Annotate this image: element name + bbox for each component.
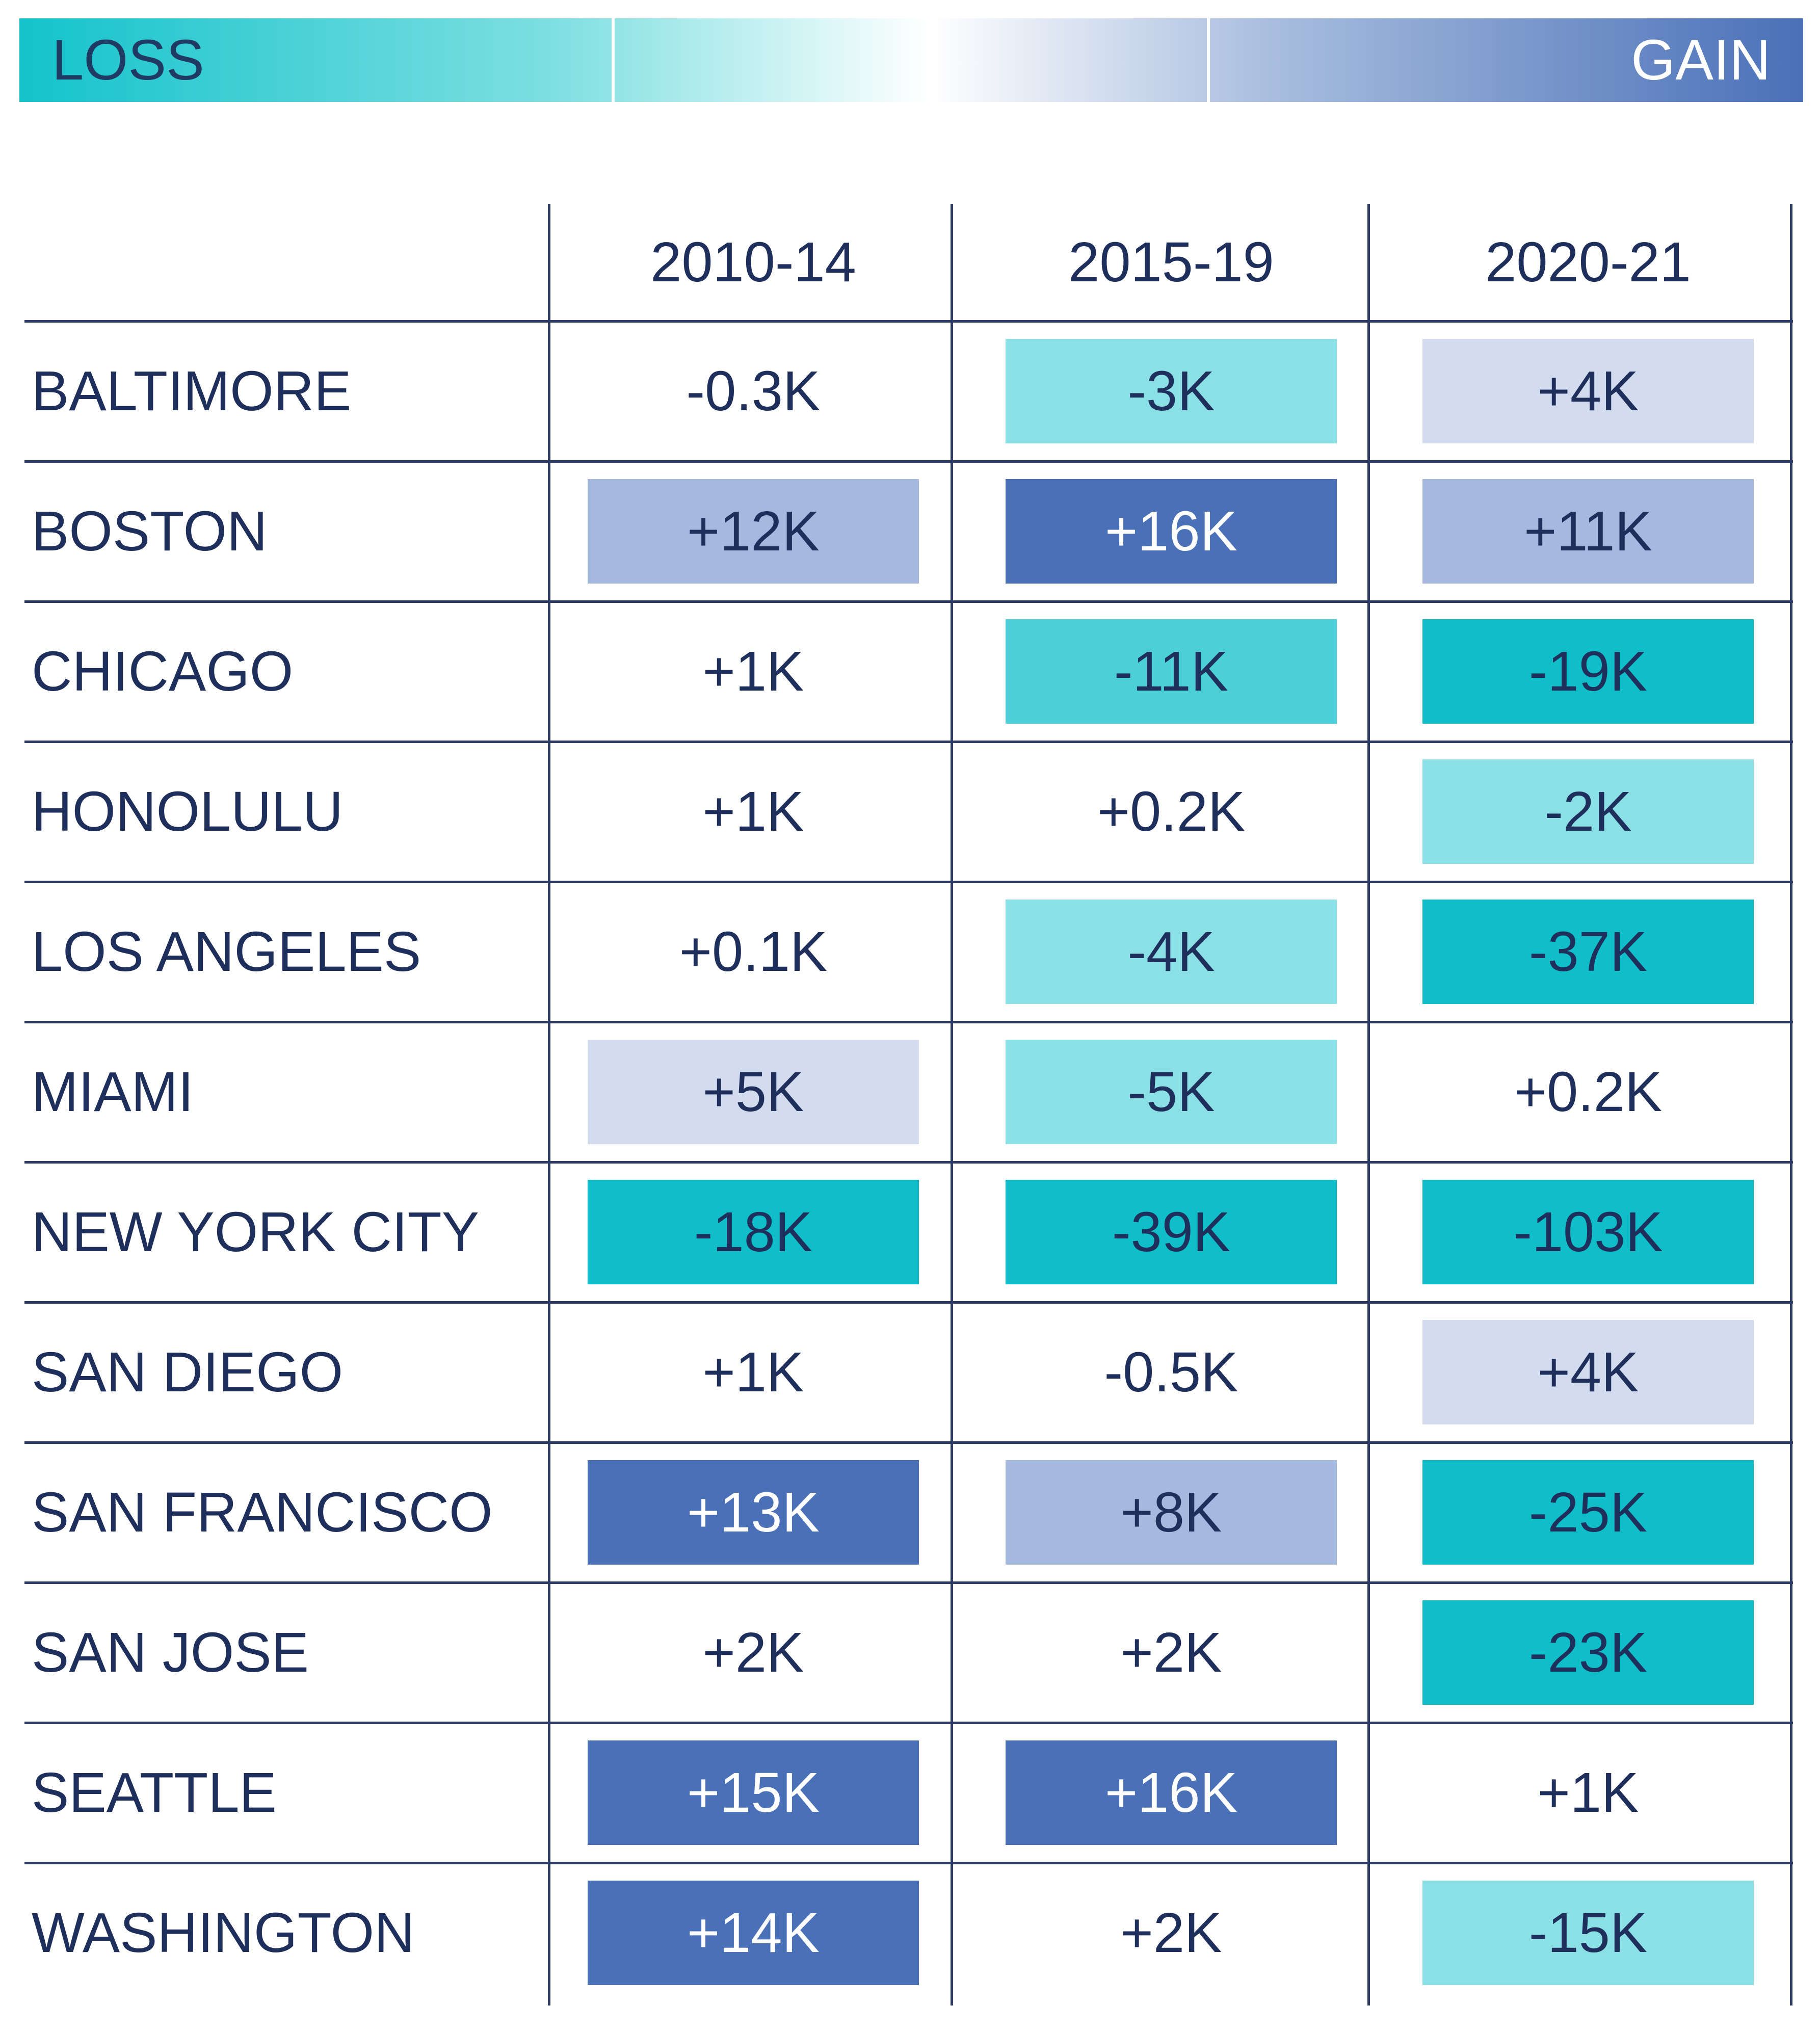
table-cell: +1K (588, 619, 919, 724)
table-cell: +13K (588, 1460, 919, 1565)
table-cell: -18K (588, 1180, 919, 1284)
table-cell: -0.5K (1006, 1320, 1337, 1424)
legend-divider-left (612, 18, 615, 102)
row-label: HONOLULU (32, 780, 344, 843)
column-divider (1790, 204, 1792, 2005)
row-divider (24, 600, 1793, 603)
table-cell: +1K (1422, 1740, 1754, 1845)
table-cell: +1K (588, 1320, 919, 1424)
table-cell: +2K (1006, 1881, 1337, 1985)
row-divider (24, 1581, 1793, 1584)
table-cell: -19K (1422, 619, 1754, 724)
table-cell: -39K (1006, 1180, 1337, 1284)
table-cell: +16K (1006, 1740, 1337, 1845)
row-divider (24, 741, 1793, 743)
table-cell: +4K (1422, 1320, 1754, 1424)
legend-divider-right (1207, 18, 1210, 102)
table-cell: +15K (588, 1740, 919, 1845)
row-label: NEW YORK CITY (32, 1201, 480, 1263)
column-divider (548, 204, 550, 2005)
row-divider (24, 1021, 1793, 1023)
row-label: SEATTLE (32, 1761, 277, 1824)
table-cell: -3K (1006, 339, 1337, 443)
table-cell: +11K (1422, 479, 1754, 584)
table-cell: -23K (1422, 1600, 1754, 1705)
table-cell: -25K (1422, 1460, 1754, 1565)
row-divider (24, 1161, 1793, 1164)
table-cell: +0.1K (588, 900, 919, 1004)
column-divider (1367, 204, 1370, 2005)
row-divider (24, 881, 1793, 883)
table-cell: -5K (1006, 1040, 1337, 1144)
color-scale-legend: LOSS GAIN (19, 18, 1803, 102)
table-cell: +4K (1422, 339, 1754, 443)
table-cell: -0.3K (588, 339, 919, 443)
table-cell: +0.2K (1422, 1040, 1754, 1144)
row-divider (24, 1862, 1793, 1864)
table-cell: -2K (1422, 759, 1754, 864)
table-cell: -15K (1422, 1881, 1754, 1985)
table-cell: -4K (1006, 900, 1337, 1004)
table-cell: -11K (1006, 619, 1337, 724)
row-label: WASHINGTON (32, 1902, 415, 1964)
row-label: SAN JOSE (32, 1621, 309, 1684)
table-cell: +12K (588, 479, 919, 584)
row-label: SAN DIEGO (32, 1341, 344, 1404)
row-divider (24, 460, 1793, 463)
table-cell: +8K (1006, 1460, 1337, 1565)
column-header: 2010-14 (650, 231, 856, 294)
row-label: LOS ANGELES (32, 920, 421, 983)
table-cell: +2K (588, 1600, 919, 1705)
table-cell: +2K (1006, 1600, 1337, 1705)
row-label: MIAMI (32, 1061, 194, 1123)
table-cell: +16K (1006, 479, 1337, 584)
table-cell: +14K (588, 1881, 919, 1985)
row-divider (24, 1301, 1793, 1304)
column-header: 2015-19 (1068, 231, 1274, 294)
table-cell: -37K (1422, 900, 1754, 1004)
row-label: BALTIMORE (32, 360, 352, 423)
table-cell: +0.2K (1006, 759, 1337, 864)
legend-gain-label: GAIN (1631, 28, 1771, 92)
row-label: BOSTON (32, 500, 268, 563)
row-divider (24, 1722, 1793, 1724)
table-cell: +1K (588, 759, 919, 864)
row-divider (24, 320, 1793, 323)
row-label: CHICAGO (32, 640, 294, 703)
row-divider (24, 1441, 1793, 1444)
table-cell: -103K (1422, 1180, 1754, 1284)
column-divider (951, 204, 953, 2005)
legend-loss-label: LOSS (52, 28, 204, 92)
column-header: 2020-21 (1485, 231, 1691, 294)
table-cell: +5K (588, 1040, 919, 1144)
row-label: SAN FRANCISCO (32, 1481, 493, 1544)
